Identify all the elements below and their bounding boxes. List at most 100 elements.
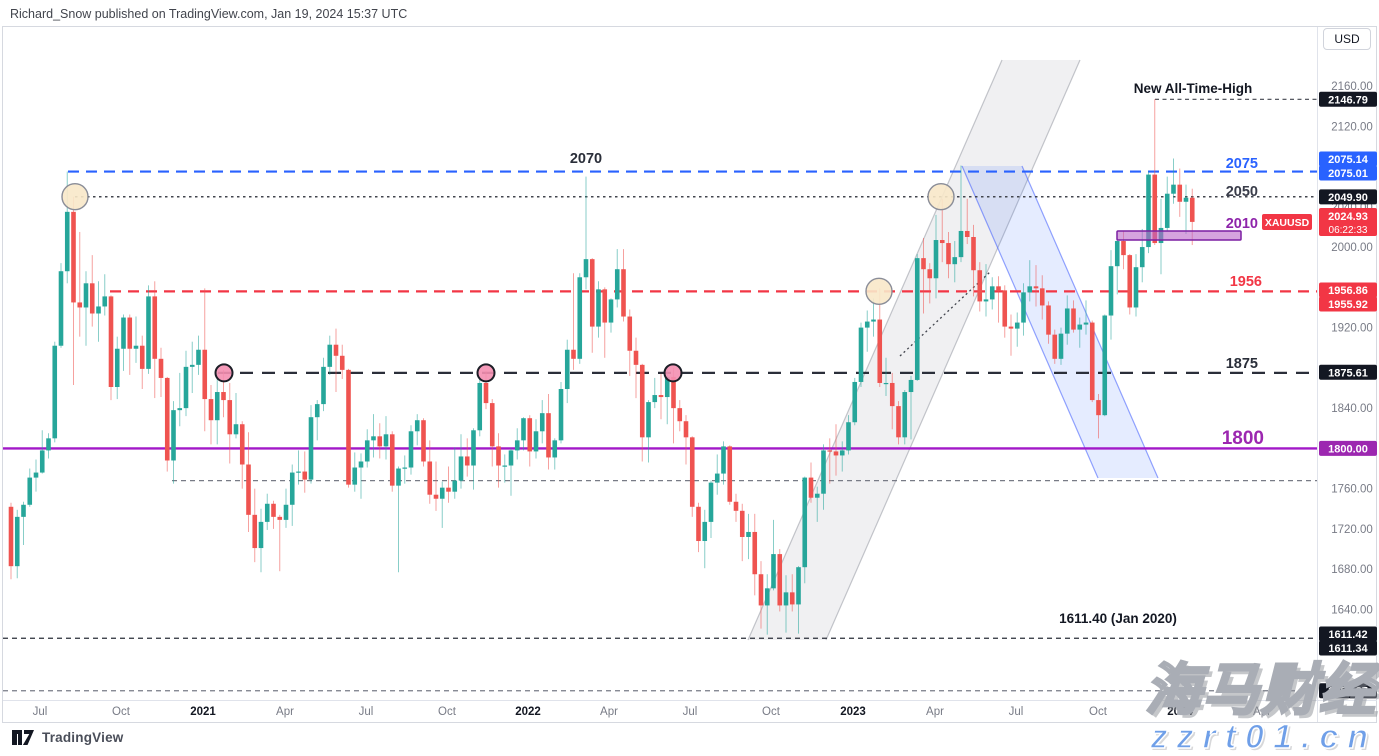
price-badge xyxy=(1319,165,1377,181)
price-axis-tick: 1840.00 xyxy=(1331,403,1373,415)
candle xyxy=(514,440,520,451)
candle xyxy=(208,399,214,421)
candle xyxy=(252,514,258,549)
candle xyxy=(152,296,158,359)
candle xyxy=(971,237,976,271)
candle xyxy=(314,404,320,418)
candle xyxy=(377,436,383,447)
candle xyxy=(114,348,120,387)
candle xyxy=(958,230,964,258)
price-badge xyxy=(1319,189,1377,205)
candle xyxy=(833,451,839,456)
time-axis-label: Oct xyxy=(762,706,781,718)
candle xyxy=(221,392,226,401)
price-badge-text: 2146.79 xyxy=(1328,94,1368,106)
candle xyxy=(452,480,458,492)
candle xyxy=(39,450,45,473)
candle xyxy=(746,531,751,537)
candle xyxy=(408,431,414,468)
candle xyxy=(564,349,570,390)
candle xyxy=(883,382,889,385)
candle xyxy=(489,403,495,447)
candle xyxy=(108,296,114,387)
candle xyxy=(321,366,326,405)
time-axis-label: Oct xyxy=(112,706,131,718)
candle xyxy=(427,461,433,495)
candle xyxy=(439,487,445,499)
candle xyxy=(346,369,351,485)
candle xyxy=(758,574,764,606)
candle xyxy=(33,472,39,478)
candle xyxy=(202,349,208,400)
candle xyxy=(683,421,689,438)
candle xyxy=(1021,292,1026,323)
candle xyxy=(764,588,770,606)
beige-circle-marker xyxy=(927,183,955,211)
candle xyxy=(508,450,514,466)
candle xyxy=(821,450,826,494)
candle xyxy=(889,382,895,407)
candle xyxy=(1121,241,1126,256)
candle xyxy=(927,269,933,279)
candle xyxy=(952,257,958,265)
annotation-label: 1800 xyxy=(1222,428,1264,449)
candle xyxy=(1171,184,1176,194)
time-axis-label: Apr xyxy=(276,706,294,718)
candle xyxy=(602,289,608,323)
currency-scale-button[interactable]: USD xyxy=(1323,28,1371,50)
footer-brand-row[interactable]: TradingView xyxy=(12,729,123,746)
candle xyxy=(1152,174,1158,244)
blue-descending-channel-border xyxy=(1021,165,1159,479)
candle xyxy=(1133,267,1139,308)
candle xyxy=(14,516,20,567)
candle xyxy=(796,567,801,605)
time-axis-label: Jul xyxy=(1009,706,1024,718)
support-zone-box xyxy=(1116,230,1242,241)
annotation-label: New All-Time-High xyxy=(1134,81,1253,96)
candle xyxy=(1052,334,1058,359)
price-badge-text: 1875.61 xyxy=(1328,367,1368,379)
candle xyxy=(908,379,914,393)
candle xyxy=(521,418,526,441)
candle xyxy=(827,450,833,452)
time-axis-label: Oct xyxy=(438,706,457,718)
candle xyxy=(139,345,145,369)
gray-ascending-channel xyxy=(748,60,1080,640)
candle xyxy=(227,400,233,435)
candle xyxy=(258,521,264,549)
candle xyxy=(708,482,714,522)
symbol-badge-text: XAUUSD xyxy=(1265,217,1310,229)
candle xyxy=(546,413,551,458)
candle xyxy=(477,382,483,431)
candle xyxy=(664,376,670,398)
candle xyxy=(571,349,576,359)
beige-circle-marker xyxy=(865,277,893,306)
candle xyxy=(396,468,401,486)
time-axis-label: Apr xyxy=(926,706,944,718)
price-badge-text: 2024.93 xyxy=(1328,211,1368,223)
time-axis-label: Oct xyxy=(1089,706,1108,718)
candle xyxy=(352,467,358,485)
price-axis-tick: 1920.00 xyxy=(1331,323,1373,335)
candle xyxy=(296,471,301,473)
price-axis-tick: 2160.00 xyxy=(1331,81,1373,93)
candle xyxy=(989,286,995,300)
candle xyxy=(158,358,164,378)
candle xyxy=(896,406,901,438)
candle xyxy=(627,316,633,351)
time-axis-label: Apr xyxy=(1253,706,1271,718)
candle xyxy=(433,494,439,499)
candle xyxy=(658,395,664,398)
candle xyxy=(239,424,245,465)
candle xyxy=(1139,247,1145,268)
candle xyxy=(458,456,464,481)
time-axis-label: Jul xyxy=(359,706,374,718)
candle xyxy=(77,302,83,308)
price-badge xyxy=(1319,640,1377,656)
annotation-label: 2075 xyxy=(1226,156,1258,172)
price-badge xyxy=(1319,626,1377,642)
price-axis-tick: 1680.00 xyxy=(1331,564,1373,576)
candle xyxy=(777,554,783,606)
candle xyxy=(102,296,108,307)
